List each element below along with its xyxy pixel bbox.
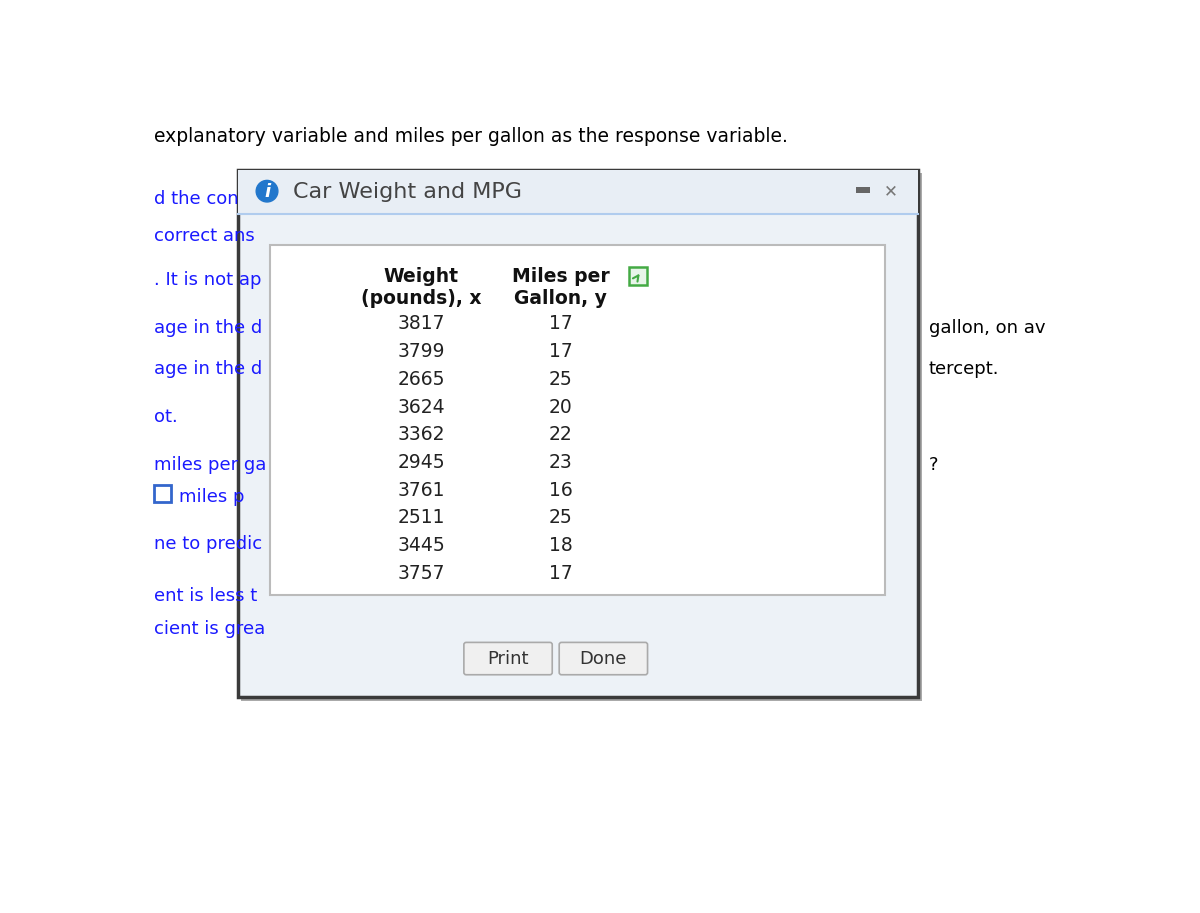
Text: 25: 25: [548, 509, 572, 528]
FancyBboxPatch shape: [154, 486, 170, 502]
Text: 2665: 2665: [397, 370, 445, 389]
FancyBboxPatch shape: [559, 643, 648, 675]
Text: 3757: 3757: [397, 564, 445, 582]
Text: Car Weight and MPG: Car Weight and MPG: [293, 182, 522, 202]
Text: 3799: 3799: [397, 342, 445, 362]
FancyBboxPatch shape: [238, 170, 918, 697]
Text: . It is not ap: . It is not ap: [154, 271, 262, 289]
Text: cient is grea: cient is grea: [154, 620, 265, 638]
Text: i: i: [264, 183, 270, 201]
Text: 17: 17: [548, 314, 572, 333]
Text: 17: 17: [548, 564, 572, 582]
Text: gallon, on av: gallon, on av: [929, 319, 1045, 337]
FancyBboxPatch shape: [238, 170, 918, 215]
Text: 17: 17: [548, 342, 572, 362]
Text: Miles per
Gallon, y: Miles per Gallon, y: [512, 267, 610, 308]
Text: d the consta: d the consta: [154, 191, 266, 208]
Text: Weight
(pounds), x: Weight (pounds), x: [361, 267, 481, 308]
FancyBboxPatch shape: [629, 267, 647, 285]
FancyBboxPatch shape: [856, 187, 870, 194]
Text: 3445: 3445: [397, 536, 445, 555]
Text: ne to predic: ne to predic: [154, 535, 262, 552]
Text: 20: 20: [548, 397, 572, 416]
Text: 22: 22: [548, 425, 572, 445]
Text: 2945: 2945: [397, 453, 445, 472]
FancyBboxPatch shape: [270, 245, 886, 595]
Text: age in the d: age in the d: [154, 360, 262, 378]
Text: 2511: 2511: [397, 509, 445, 528]
Text: 3624: 3624: [397, 397, 445, 416]
Text: 3761: 3761: [397, 481, 445, 499]
Text: 18: 18: [548, 536, 572, 555]
Text: 3362: 3362: [397, 425, 445, 445]
Ellipse shape: [256, 181, 278, 202]
Text: 25: 25: [548, 370, 572, 389]
Text: miles per ga: miles per ga: [154, 456, 266, 474]
FancyBboxPatch shape: [464, 643, 552, 675]
Text: ✕: ✕: [884, 183, 898, 200]
Text: miles p: miles p: [180, 488, 245, 507]
FancyBboxPatch shape: [241, 173, 922, 701]
Text: 3817: 3817: [397, 314, 445, 333]
Text: explanatory variable and miles per gallon as the response variable.: explanatory variable and miles per gallo…: [154, 127, 787, 145]
Text: ot.: ot.: [154, 408, 178, 426]
Text: ?: ?: [929, 456, 938, 474]
Text: age in the d: age in the d: [154, 319, 262, 337]
Text: tercept.: tercept.: [929, 360, 1000, 378]
Text: correct ans: correct ans: [154, 226, 254, 245]
Text: 16: 16: [548, 481, 572, 499]
Text: ent is less t: ent is less t: [154, 587, 257, 605]
Text: Done: Done: [580, 649, 628, 667]
Text: Print: Print: [487, 649, 529, 667]
Text: 23: 23: [548, 453, 572, 472]
